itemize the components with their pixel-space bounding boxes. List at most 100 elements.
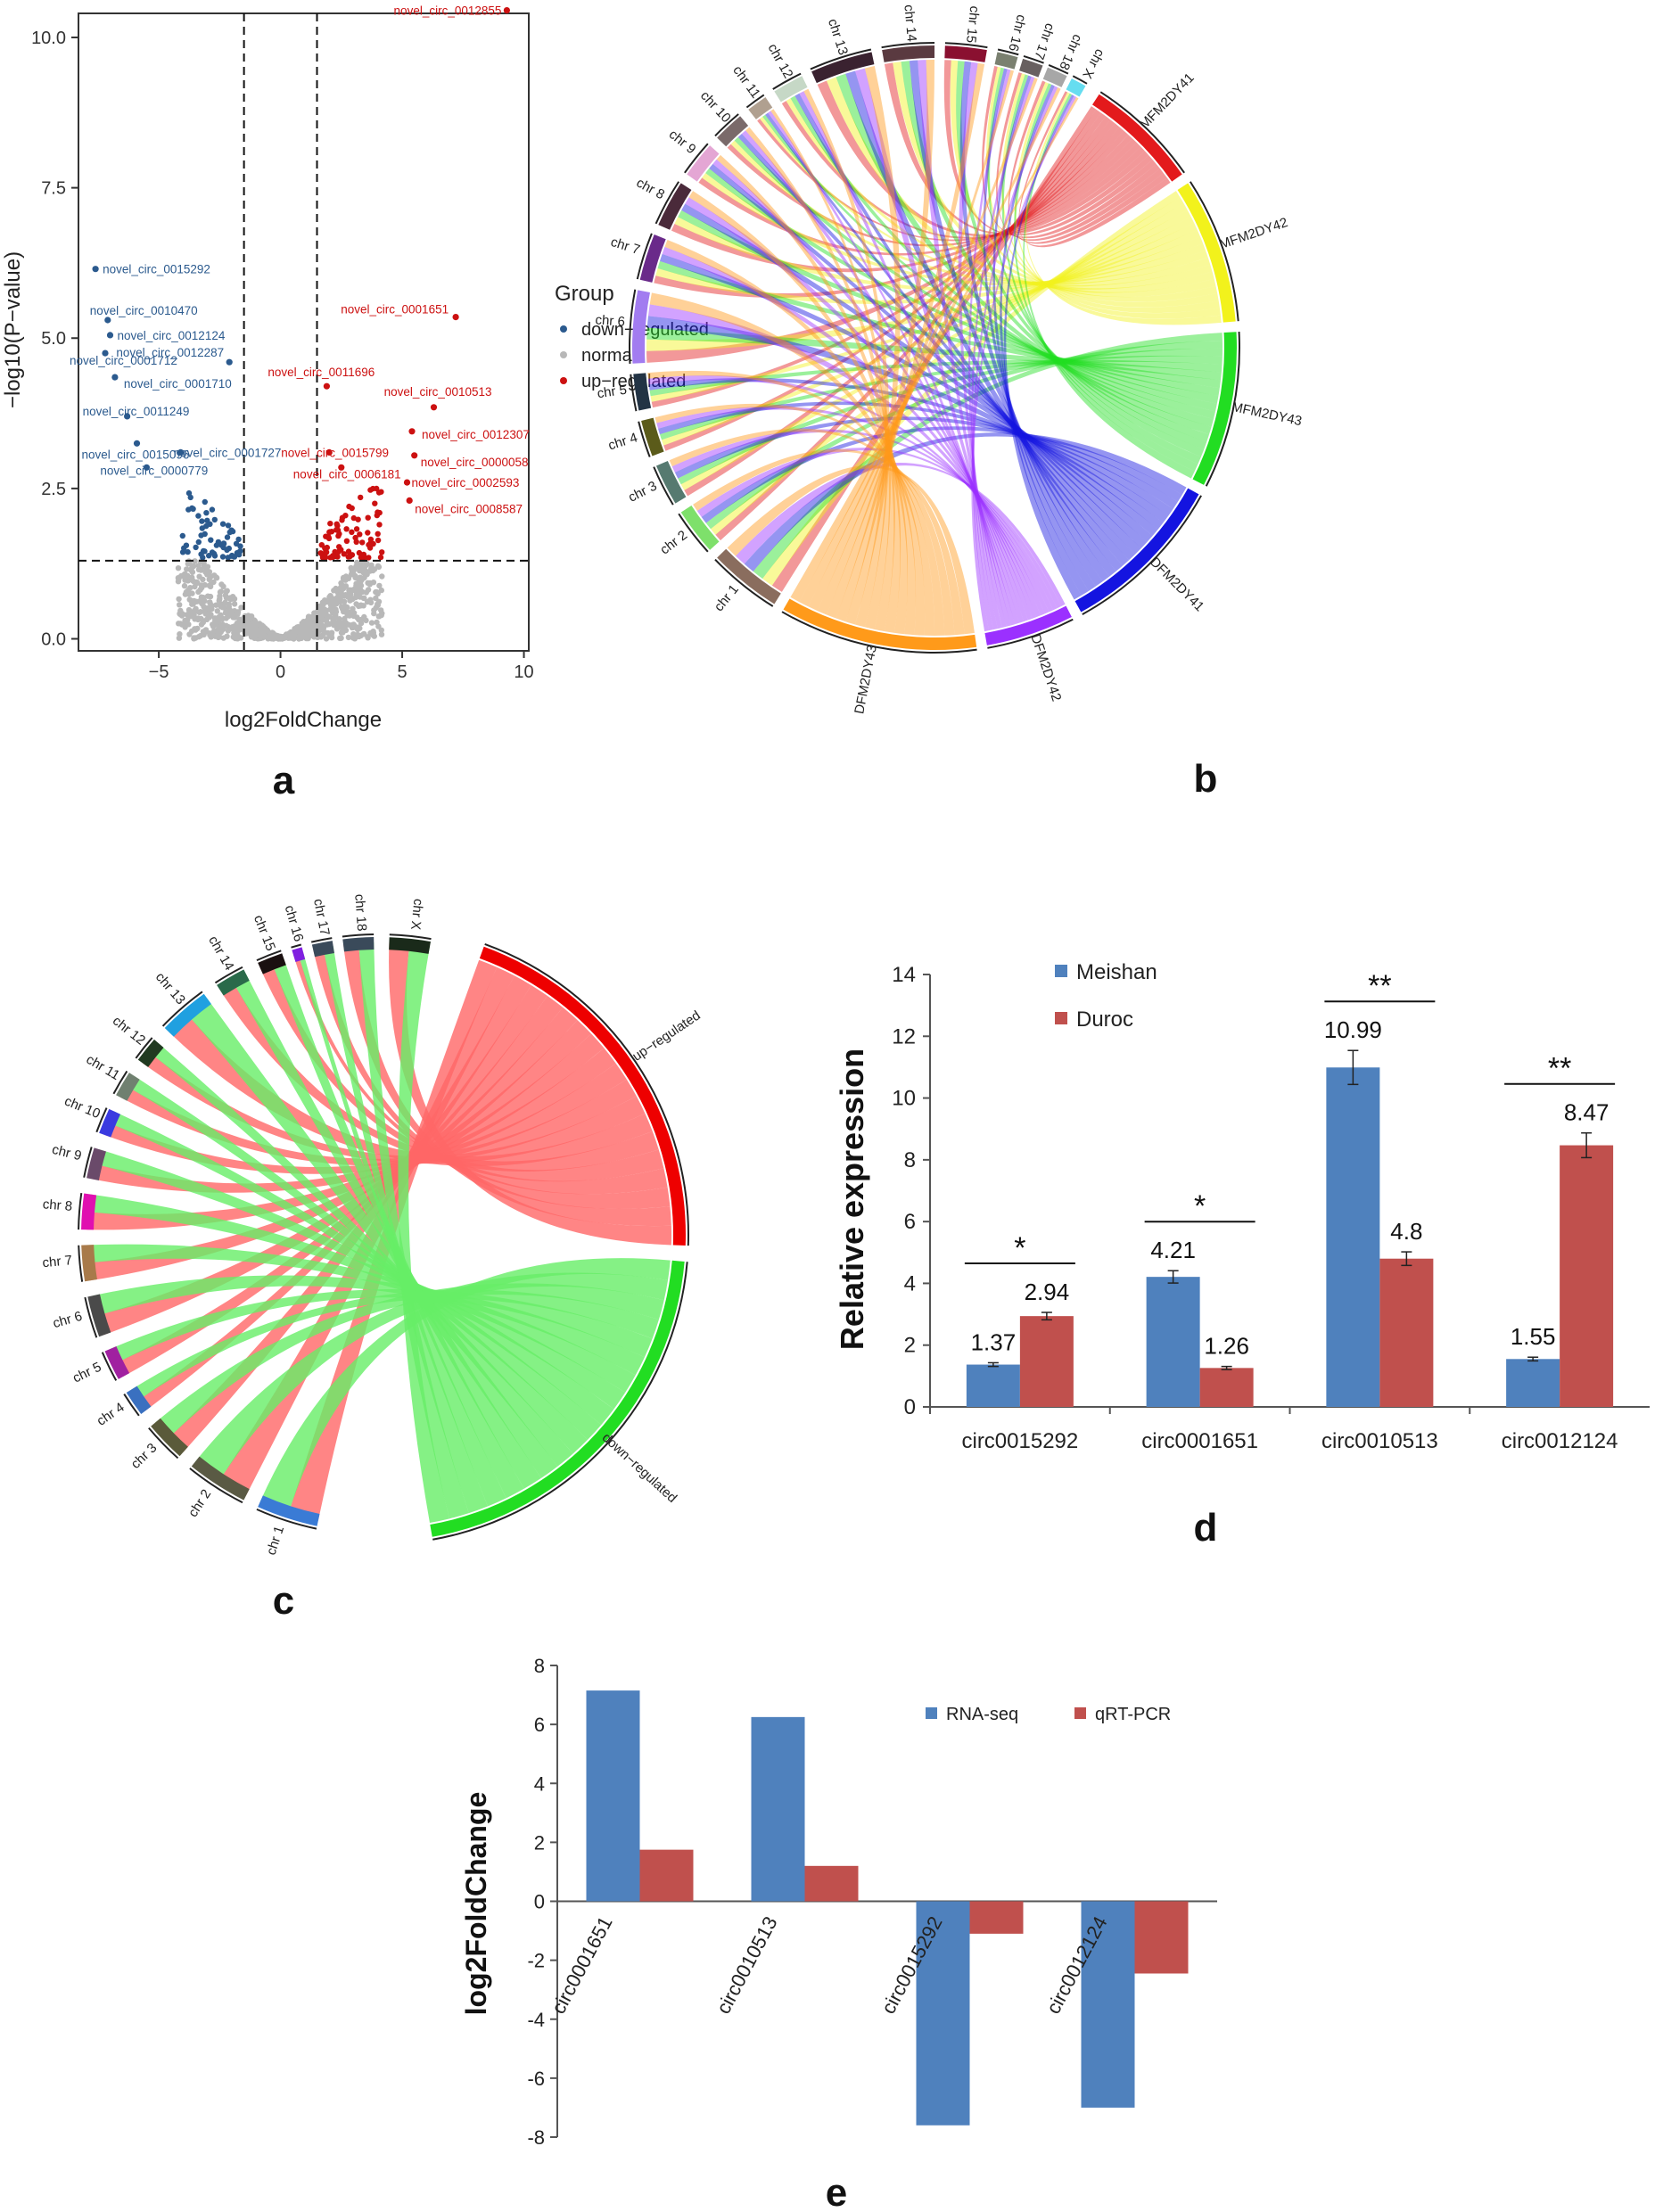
chromosome-arc	[1042, 67, 1067, 87]
normal-point	[373, 595, 379, 602]
normal-point	[213, 602, 219, 608]
normal-point	[309, 631, 316, 637]
chord-ribbon	[709, 163, 1148, 549]
up-labeled-point	[323, 382, 330, 390]
normal-point	[229, 624, 235, 630]
normal-point	[211, 572, 218, 579]
normal-point	[212, 633, 218, 639]
chromosome-tick-ring	[810, 48, 872, 70]
volcano-plot-area	[78, 12, 530, 652]
data-label: 1.55	[1511, 1323, 1556, 1350]
normal-point	[269, 630, 276, 637]
chromosome-arc	[1019, 58, 1043, 78]
chromosome-tick-ring	[214, 966, 243, 984]
normal-point	[219, 621, 226, 628]
down-point	[215, 539, 222, 546]
y-tick-label: 2	[904, 1334, 916, 1358]
point-label: novel_circ_0001712	[70, 354, 177, 367]
normal-point	[182, 576, 188, 582]
legend-swatch-qrtpcr	[1074, 1707, 1086, 1719]
chromosome-tick-ring	[636, 233, 653, 280]
down-labeled-point	[106, 332, 114, 339]
normal-point	[246, 621, 252, 628]
chromosome-label: chr 16	[282, 903, 307, 943]
down-point	[231, 554, 238, 560]
chromosome-label: chr 15	[251, 913, 278, 953]
normal-point	[365, 580, 371, 586]
normal-point	[178, 613, 185, 619]
down-labeled-point	[92, 266, 99, 273]
sample-arc	[1192, 332, 1237, 485]
down-point	[185, 489, 193, 497]
normal-point	[357, 594, 364, 600]
chromosome-arc	[655, 460, 687, 504]
chromosome-label: chr X	[408, 898, 426, 931]
validation-y-label: log2FoldChange	[460, 1792, 492, 2016]
chromosome-label: chr 17	[310, 898, 333, 937]
normal-point	[222, 610, 229, 616]
up-point	[343, 526, 350, 532]
up-point	[366, 541, 372, 548]
chromosome-label: chr 18	[1056, 32, 1084, 72]
expression-bars	[966, 1049, 1614, 1407]
chromosome-arc	[774, 76, 808, 103]
y-tick-label: 2	[534, 1831, 545, 1854]
chord-ribbon	[110, 1289, 653, 1363]
legend-rnaseq: RNA-seq	[946, 1705, 1018, 1724]
validation-legend: RNA-seq qRT-PCR	[926, 1705, 1171, 1724]
normal-point	[193, 605, 199, 612]
point-label: novel_circ_0012124	[118, 329, 226, 342]
chromosome-tick-ring	[1072, 75, 1088, 85]
chromosome-arc	[87, 1294, 111, 1337]
normal-point	[346, 588, 352, 594]
down-labeled-point	[111, 374, 119, 381]
legend-duroc: Duroc	[1076, 1007, 1133, 1032]
normal-point	[185, 617, 191, 623]
significance-mark: **	[1368, 969, 1391, 1003]
chromosome-arc	[717, 548, 781, 604]
chromosome-arc	[81, 1245, 97, 1282]
normal-point	[177, 631, 183, 637]
chromosome-tick-ring	[772, 72, 802, 90]
chromosome-label: chr 2	[657, 528, 690, 558]
chromosome-arc	[217, 969, 250, 996]
point-label: novel_circ_0015096	[82, 448, 190, 461]
down-labeled-point	[177, 448, 185, 456]
point-label: novel_circ_0011249	[83, 405, 190, 418]
down-point	[204, 517, 210, 523]
up-point	[336, 530, 342, 537]
chord-ribbon	[757, 119, 1141, 242]
x-tick-label: −5	[149, 662, 169, 682]
chromosome-tick-ring	[342, 933, 375, 938]
chromosome-arc	[342, 937, 375, 952]
group-label: down−regulated	[599, 1430, 680, 1506]
panel-d-bar-chart: 0 2 4 6 8 10 12 14 circ0015292 circ0001651 circ001…	[834, 960, 1650, 1550]
chromosome-tick-ring	[630, 374, 638, 412]
y-tick-label: 0	[534, 1891, 545, 1913]
chromosome-arc	[311, 941, 334, 958]
down-point	[225, 522, 232, 529]
significance-mark: **	[1548, 1052, 1571, 1086]
normal-point	[237, 620, 243, 627]
sample-arcs	[629, 42, 1240, 654]
normal-point	[185, 561, 191, 567]
chromosome-label: chr 18	[351, 893, 369, 932]
chromosome-arc	[126, 1386, 152, 1415]
down-point	[226, 529, 233, 536]
normal-point	[330, 596, 336, 602]
up-point	[346, 503, 352, 510]
chromosome-label: chr 3	[128, 1441, 161, 1472]
down-point	[219, 521, 226, 527]
normal-point	[199, 600, 205, 607]
normal-point	[258, 633, 264, 640]
normal-point	[209, 605, 215, 613]
normal-point	[375, 613, 383, 620]
normal-point	[216, 597, 222, 604]
normal-point	[220, 635, 226, 641]
normal-point	[231, 601, 238, 607]
chord-ribbon	[972, 86, 1058, 631]
up-point	[317, 550, 324, 556]
chromosome-tick-ring	[944, 42, 988, 49]
chord-ribbon	[219, 966, 515, 1496]
x-tick-label: circ0012124	[1502, 1429, 1618, 1453]
